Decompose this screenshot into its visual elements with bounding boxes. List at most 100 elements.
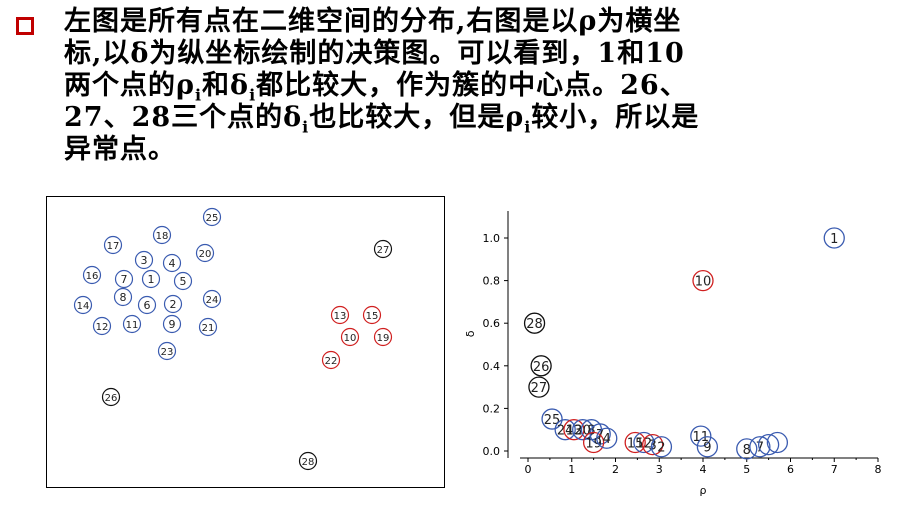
svg-text:15: 15	[627, 436, 644, 451]
point-8: 8	[113, 287, 133, 307]
point-7: 7	[114, 269, 134, 289]
x-tick-label: 0	[525, 463, 532, 476]
point-15: 15	[362, 305, 382, 325]
svg-text:16: 16	[86, 271, 99, 282]
point-19: 19	[373, 327, 393, 347]
x-tick-label: 1	[568, 463, 575, 476]
point-16: 16	[82, 265, 102, 285]
point-5: 5	[173, 271, 193, 291]
point-25: 25	[202, 207, 222, 227]
y-tick-label: 0.2	[483, 402, 501, 415]
para-line-5: 异常点。	[64, 134, 176, 165]
decision-point-1: 1	[823, 227, 845, 249]
point-21: 21	[198, 317, 218, 337]
svg-text:24: 24	[206, 295, 219, 306]
svg-text:8: 8	[743, 443, 751, 458]
y-tick-label: 1.0	[483, 232, 501, 245]
point-22: 22	[321, 350, 341, 370]
paragraph: 左图是所有点在二维空间的分布,右图是以ρ为横坐 标,以δ为纵坐标绘制的决策图。可…	[64, 6, 904, 166]
x-tick-label: 6	[787, 463, 794, 476]
para-line-2: 标,以δ为纵坐标绘制的决策图。可以看到，1和10	[64, 38, 685, 69]
svg-text:26: 26	[533, 360, 550, 375]
svg-text:10: 10	[344, 333, 357, 344]
svg-text:4: 4	[603, 432, 611, 447]
svg-text:12: 12	[636, 436, 653, 451]
svg-text:2: 2	[170, 298, 177, 311]
x-axis-label: ρ	[700, 484, 707, 497]
svg-text:23: 23	[161, 347, 174, 358]
svg-text:15: 15	[366, 311, 379, 322]
svg-text:3: 3	[141, 254, 148, 267]
decision-point-2: 2	[650, 436, 673, 458]
decision-point-4: 4	[596, 427, 618, 449]
svg-text:11: 11	[126, 320, 139, 331]
x-tick-label: 2	[612, 463, 619, 476]
svg-text:11: 11	[693, 430, 710, 445]
point-12: 12	[92, 316, 112, 336]
decision-point-unlabeled	[757, 433, 780, 456]
svg-text:2: 2	[657, 441, 665, 456]
y-tick-label: 0.0	[483, 445, 501, 458]
point-distribution-panel: 25 17 18 20 27 3 4 16 7 1 5 8 24 14 6 2 13 15 12 11 9 21 10 19 2…	[46, 196, 445, 488]
svg-text:8: 8	[120, 291, 127, 304]
svg-text:19: 19	[377, 333, 390, 344]
svg-text:25: 25	[206, 213, 219, 224]
point-18: 18	[152, 225, 172, 245]
svg-text:27: 27	[377, 245, 390, 256]
svg-text:13: 13	[566, 424, 583, 439]
svg-text:17: 17	[107, 241, 120, 252]
decision-point-19: 19	[582, 431, 605, 454]
decision-point-12: 12	[633, 431, 655, 454]
decision-point-9: 9	[696, 436, 719, 458]
decision-point-unlabeled	[766, 431, 789, 454]
x-tick-label: 4	[700, 463, 707, 476]
point-27: 27	[373, 239, 393, 259]
point-1: 1	[141, 269, 161, 289]
y-tick-label: 0.8	[483, 275, 501, 288]
svg-text:9: 9	[169, 318, 176, 331]
svg-text:4: 4	[169, 257, 176, 270]
decision-graph-svg: 0 1 2 3 4 5 6 7 80.00.20.40.60.81.0ρδ11028262725…	[464, 211, 882, 497]
svg-text:28: 28	[302, 457, 315, 468]
y-tick-label: 0.4	[483, 360, 501, 373]
point-26: 26	[101, 387, 121, 407]
decision-point-24: 24	[554, 419, 576, 441]
svg-text:10: 10	[695, 275, 712, 290]
para-line-1: 左图是所有点在二维空间的分布,右图是以ρ为横坐	[64, 6, 682, 37]
y-tick-label: 0.6	[483, 317, 501, 330]
point-2: 2	[163, 294, 183, 314]
decision-point-3: 3	[642, 433, 664, 456]
svg-text:22: 22	[325, 356, 338, 367]
point-3: 3	[134, 250, 154, 270]
decision-point-26: 26	[530, 355, 552, 377]
decision-point-11: 11	[690, 425, 712, 447]
svg-text:20: 20	[199, 249, 212, 260]
svg-text:28: 28	[526, 317, 543, 332]
svg-text:1: 1	[148, 273, 155, 286]
decision-point-27: 27	[528, 376, 550, 398]
decision-point-10: 10	[692, 269, 714, 292]
point-13: 13	[330, 305, 350, 325]
point-11: 11	[122, 314, 142, 334]
point-6: 6	[137, 295, 157, 315]
x-tick-label: 7	[831, 463, 838, 476]
svg-text:1: 1	[830, 232, 838, 247]
x-tick-label: 5	[743, 463, 750, 476]
svg-text:13: 13	[334, 311, 347, 322]
decision-point-8: 8	[736, 438, 758, 460]
decision-graph: 0 1 2 3 4 5 6 7 8 0.0 0.2 0.4 0.6 0.8 1.0 ρ δ 1 10 28 26 27 25…	[462, 196, 902, 501]
point-14: 14	[73, 295, 93, 315]
point-10: 10	[340, 327, 360, 347]
para-line-4: 27、28三个点的δi也比较大，但是ρi较小，所以是	[64, 102, 700, 137]
svg-text:3: 3	[649, 439, 657, 454]
svg-text:5: 5	[180, 275, 187, 288]
svg-text:24: 24	[557, 424, 574, 439]
point-23: 23	[157, 341, 177, 361]
svg-text:14: 14	[77, 301, 90, 312]
para-line-3: 两个点的ρi和δi都比较大，作为簇的中心点。26、	[64, 70, 688, 105]
svg-text:6: 6	[144, 299, 151, 312]
point-4: 4	[162, 253, 182, 273]
svg-text:21: 21	[202, 323, 215, 334]
svg-text:9: 9	[703, 441, 711, 456]
